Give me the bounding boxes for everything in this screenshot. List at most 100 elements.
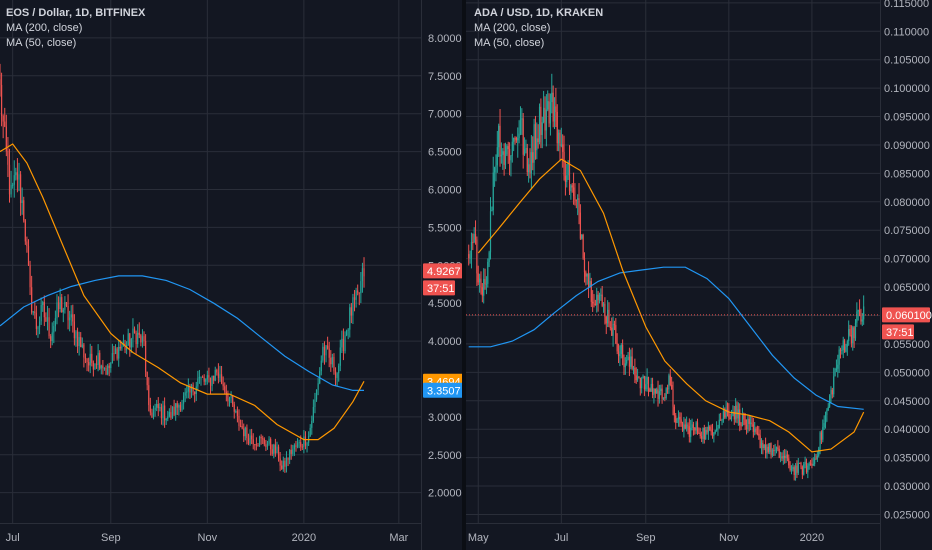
eos-candle — [53, 326, 55, 333]
ada-y-tick-label: 0.105000 — [884, 55, 930, 67]
ada-candle — [483, 279, 485, 296]
ada-candle — [769, 443, 771, 452]
eos-candle — [342, 338, 345, 352]
eos-candle — [290, 449, 292, 454]
ada-candle — [849, 329, 851, 336]
ada-candle — [519, 118, 522, 134]
ada-candle — [587, 273, 590, 288]
eos-candle — [95, 363, 98, 365]
ada-candle — [624, 363, 626, 368]
ada-candle — [843, 340, 846, 352]
eos-candle — [111, 353, 113, 364]
ada-candle — [626, 360, 628, 364]
eos-candle — [287, 457, 289, 460]
eos-candle — [119, 346, 121, 349]
eos-candle — [194, 391, 196, 395]
eos-ma50-label[interactable]: MA (50, close) — [6, 37, 77, 49]
ada-candle — [529, 164, 531, 174]
eos-candle — [298, 442, 300, 444]
ada-candle — [632, 367, 635, 369]
eos-candle — [43, 302, 45, 318]
ada-candle — [694, 427, 696, 431]
ada-candle — [654, 388, 656, 394]
ada-candle — [826, 410, 828, 415]
ada-candle — [623, 357, 625, 368]
ada-candle — [758, 433, 760, 436]
ada-candle — [688, 426, 690, 437]
eos-candle — [167, 416, 169, 419]
eos-ma50-line — [0, 143, 365, 441]
ada-candle — [555, 106, 557, 112]
eos-legend: EOS / Dollar, 1D, BITFINEX MA (200, clos… — [6, 6, 145, 51]
eos-candle — [176, 403, 178, 408]
ada-candle — [571, 185, 573, 188]
ada-candle — [748, 418, 750, 424]
ada-candle — [677, 416, 680, 420]
eos-candle — [137, 332, 139, 345]
eos-candle — [201, 376, 204, 378]
ada-y-tick-label: 0.095000 — [884, 112, 930, 124]
ada-candle — [683, 424, 685, 431]
ada-candle — [487, 261, 489, 284]
ada-candle — [775, 447, 778, 450]
eos-candle — [247, 438, 250, 444]
ada-ma200-label[interactable]: MA (200, close) — [474, 22, 551, 34]
eos-candle — [81, 344, 83, 347]
ada-candle — [664, 397, 666, 399]
eos-x-tick-label: Mar — [389, 532, 408, 544]
ada-candle — [575, 199, 577, 201]
ada-candle — [579, 212, 581, 239]
eos-chart-title[interactable]: EOS / Dollar, 1D, BITFINEX — [6, 7, 146, 19]
ada-candle — [472, 241, 474, 243]
ada-candle — [532, 152, 534, 163]
eos-candle — [276, 446, 278, 454]
ada-candle — [537, 138, 539, 143]
ada-chart-title[interactable]: ADA / USD, 1D, KRAKEN — [474, 7, 604, 19]
eos-y-tick-label: 7.0000 — [428, 109, 462, 121]
ada-candle — [673, 406, 675, 416]
ada-y-tick-label: 0.055000 — [884, 339, 930, 351]
ada-candle — [841, 350, 843, 352]
eos-candle — [189, 386, 191, 393]
eos-y-tick-label: 3.0000 — [428, 412, 462, 424]
eos-candle — [238, 415, 240, 426]
eos-candle — [347, 329, 349, 331]
ada-candle — [805, 461, 808, 473]
ada-candle — [703, 428, 705, 440]
ada-ma50-label[interactable]: MA (50, close) — [474, 37, 545, 49]
eos-candle — [363, 268, 365, 277]
ada-candle — [578, 198, 580, 213]
eos-candle — [62, 309, 64, 313]
eos-candle — [64, 302, 66, 310]
ada-candle — [514, 137, 516, 139]
eos-candle — [67, 305, 69, 321]
ada-candle — [729, 417, 731, 420]
ada-candle — [566, 175, 568, 183]
eos-candle — [273, 444, 275, 454]
ada-candle — [518, 133, 520, 139]
ada-candle — [507, 146, 509, 150]
ada-candle — [500, 154, 503, 157]
eos-candle — [2, 115, 4, 122]
ada-legend: ADA / USD, 1D, KRAKEN MA (200, close) MA… — [474, 6, 603, 51]
ada-candle — [671, 384, 673, 390]
eos-candle — [327, 345, 329, 349]
ada-candle — [809, 463, 812, 465]
eos-candle — [311, 420, 313, 428]
ada-y-tick-label: 0.110000 — [884, 26, 929, 38]
eos-candle — [284, 460, 286, 467]
eos-candle — [338, 365, 340, 374]
ada-candle — [508, 149, 511, 161]
ada-candle — [485, 283, 488, 285]
eos-candle — [211, 375, 213, 386]
ada-candle — [827, 406, 829, 411]
eos-ma200-label[interactable]: MA (200, close) — [6, 22, 83, 34]
eos-candle — [121, 346, 123, 349]
ada-candle — [721, 419, 723, 421]
ada-candle — [756, 432, 759, 434]
ada-candle — [470, 241, 473, 258]
eos-candle — [317, 383, 319, 390]
eos-candle — [195, 386, 197, 395]
ada-ma50-line — [477, 158, 865, 453]
ada-candle — [784, 455, 786, 459]
